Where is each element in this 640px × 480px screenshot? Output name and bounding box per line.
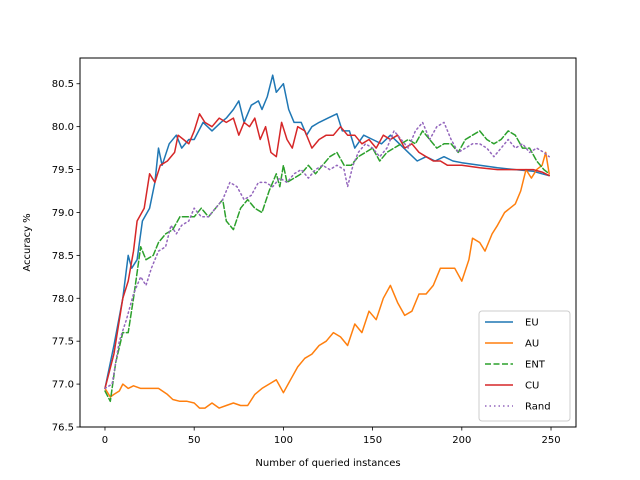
series-line-au <box>104 151 550 409</box>
legend: EU AU ENT CU Rand <box>478 310 571 422</box>
x-tick-label: 100 <box>274 435 293 446</box>
y-tick-label: 79.0 <box>52 208 74 219</box>
y-tick-label: 78.5 <box>52 251 74 262</box>
y-tick-label: 76.5 <box>52 423 74 434</box>
y-tick-label: 80.5 <box>52 79 74 90</box>
x-axis-ticks: 0 50 100 150 200 250 <box>102 427 561 446</box>
legend-frame <box>478 310 571 422</box>
series-line-rand <box>104 121 550 390</box>
legend-label-au: AU <box>525 339 539 350</box>
legend-label-eu: EU <box>525 318 539 329</box>
x-tick-label: 50 <box>188 435 201 446</box>
legend-label-cu: CU <box>525 381 539 392</box>
legend-label-ent: ENT <box>525 360 546 371</box>
y-tick-label: 77.0 <box>52 380 74 391</box>
legend-label-rand: Rand <box>525 402 551 413</box>
y-tick-label: 78.0 <box>52 294 74 305</box>
y-tick-label: 79.5 <box>52 165 74 176</box>
y-tick-label: 77.5 <box>52 337 74 348</box>
y-axis-label: Accuracy % <box>22 213 33 271</box>
y-tick-label: 80.0 <box>52 122 74 133</box>
x-tick-label: 0 <box>102 435 108 446</box>
series-line-cu <box>104 113 550 390</box>
series-layer <box>104 74 550 409</box>
series-line-ent <box>104 130 550 403</box>
x-tick-label: 200 <box>452 435 471 446</box>
plot-frame <box>79 57 577 428</box>
x-axis-label: Number of queried instances <box>255 458 400 469</box>
x-tick-label: 250 <box>541 435 560 446</box>
x-tick-label: 150 <box>363 435 382 446</box>
y-axis-ticks: 76.5 77.0 77.5 78.0 78.5 79.0 79.5 80.0 80.5 <box>52 79 80 434</box>
